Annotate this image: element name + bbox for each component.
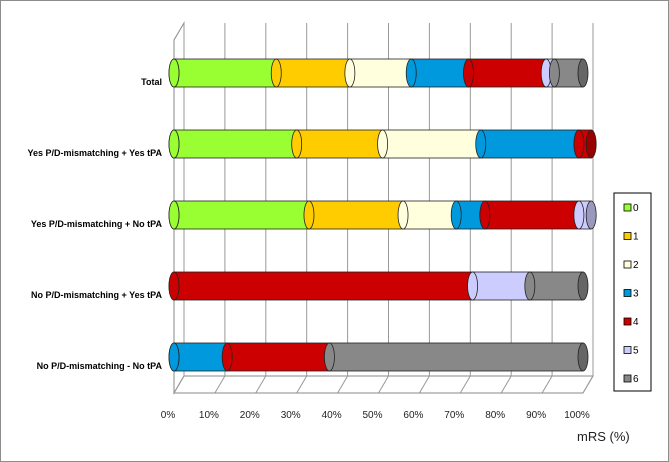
bar-segment — [468, 58, 547, 88]
legend-swatch — [623, 203, 632, 212]
bar-segment-edge — [270, 58, 282, 88]
bar-end-cap — [585, 200, 597, 230]
bar-segment — [275, 58, 351, 88]
legend-swatch — [623, 232, 632, 240]
bar-start-cap — [168, 58, 180, 88]
bar-segment-edge — [573, 200, 585, 230]
bar-segment-edge — [450, 200, 462, 230]
floor-grid-line — [541, 375, 553, 394]
category-label: Total — [141, 77, 162, 87]
x-tick-label: 40% — [322, 410, 342, 421]
bar-start-cap — [168, 271, 180, 301]
bar-segment-edge — [324, 342, 335, 372]
floor-grid-line — [296, 375, 308, 394]
bar-segment — [484, 200, 580, 230]
bar-segment-edge — [573, 129, 585, 159]
bar-segment-edge — [344, 58, 356, 88]
legend-label: 6 — [633, 374, 639, 385]
x-tick-label: 10% — [199, 410, 219, 421]
bar-end-cap — [577, 58, 589, 88]
bar-start-cap — [168, 342, 180, 372]
bar-segment-edge — [397, 200, 409, 230]
x-tick-label: 50% — [362, 410, 382, 421]
bar-end-cap — [577, 271, 589, 301]
floor-grid-line — [378, 375, 389, 394]
bar-segment-edge — [221, 342, 233, 372]
legend-label: 3 — [633, 289, 639, 300]
x-tick-label: 30% — [281, 410, 301, 421]
bar-start-cap — [168, 129, 180, 159]
legend-swatch — [623, 289, 632, 297]
floor-grid-line — [459, 375, 471, 394]
bar-segment-edge — [463, 58, 474, 88]
legend-label: 4 — [633, 317, 639, 328]
x-tick-label: 0% — [161, 410, 176, 421]
bars-layer — [168, 58, 597, 372]
legend-box — [613, 192, 652, 392]
bar-segment-edge — [475, 129, 487, 159]
bar-segment-edge — [524, 271, 536, 301]
bar-segment-edge — [479, 200, 491, 230]
bar-segment — [226, 342, 330, 372]
x-tick-label: 20% — [240, 410, 260, 421]
legend: 0 1 2 3 4 5 6 — [613, 192, 652, 392]
category-label: No P/D-mismatching - No tPA — [37, 361, 163, 371]
legend-label: 5 — [633, 346, 639, 357]
bar-segment — [472, 271, 531, 301]
bar-segment — [349, 58, 412, 88]
floor-grid-line — [337, 375, 349, 394]
floor-grid-line — [255, 375, 267, 394]
legend-swatch — [623, 317, 632, 326]
bar-start-cap — [168, 200, 180, 230]
bar-segment-edge — [303, 200, 315, 230]
bar-segment — [410, 58, 469, 88]
bar-segment-edge — [377, 129, 388, 159]
bar-end-cap — [585, 129, 597, 159]
bar-segment-edge — [548, 58, 560, 88]
bar-segment — [382, 129, 482, 159]
bar-segment — [173, 58, 277, 88]
bar-segment — [173, 200, 310, 230]
category-label: No P/D-mismatching + Yes tPA — [31, 290, 162, 300]
floor-grid-line — [418, 375, 430, 394]
x-axis-title: mRS (%) — [577, 429, 630, 444]
floor-grid-line — [173, 375, 185, 394]
bar-segment — [329, 342, 584, 372]
bar-segment — [173, 271, 473, 301]
bar-segment — [529, 271, 584, 301]
bar-segment — [173, 342, 228, 372]
bar-segment — [173, 129, 298, 159]
bar-segment — [308, 200, 404, 230]
legend-label: 1 — [633, 232, 639, 243]
category-label: Yes P/D-mismatching + Yes tPA — [28, 148, 163, 158]
legend-label: 0 — [633, 203, 639, 214]
bar-segment-edge — [467, 271, 478, 301]
bar-segment — [296, 129, 383, 159]
x-tick-label: 70% — [444, 410, 464, 421]
labels-layer: 0% 10% 20% 30% 40% 50% 60% 70% 80% 90% 100% Total Ye… — [28, 77, 590, 421]
x-tick-label: 100% — [564, 410, 590, 421]
bar-segment — [402, 200, 457, 230]
category-label: Yes P/D-mismatching + No tPA — [31, 219, 163, 229]
bar-segment-edge — [405, 58, 417, 88]
bar-segment — [480, 129, 580, 159]
x-tick-label: 80% — [485, 410, 505, 421]
bar-segment-edge — [291, 129, 303, 159]
floor-grid-line — [214, 375, 226, 394]
x-tick-label: 90% — [526, 410, 546, 421]
floor-grid-line — [582, 375, 594, 394]
legend-swatch — [623, 260, 632, 269]
legend-swatch — [623, 374, 632, 383]
x-tick-label: 60% — [403, 410, 423, 421]
bar-end-cap — [577, 342, 589, 372]
floor-grid-line — [500, 375, 512, 394]
legend-swatch — [623, 346, 632, 354]
legend-label: 2 — [633, 260, 639, 271]
